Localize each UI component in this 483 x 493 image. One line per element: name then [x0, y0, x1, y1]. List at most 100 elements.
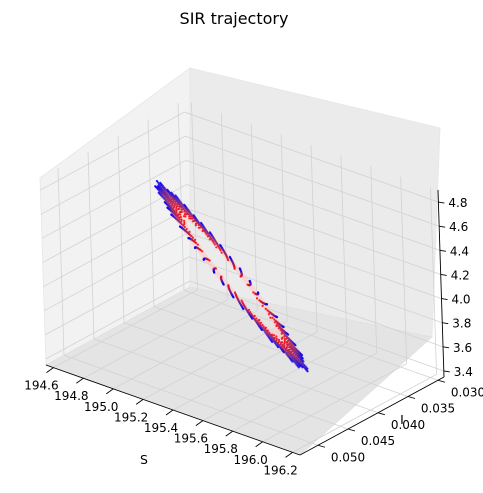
- y-axis-label: I: [400, 412, 404, 427]
- trajectory-point: [212, 241, 215, 244]
- x-grid-floor: [262, 363, 407, 443]
- trajectory-point: [179, 213, 182, 216]
- x-tick-label: 196.0: [233, 453, 267, 467]
- z-grid-left: [44, 256, 190, 336]
- x-tick-mark: [76, 377, 84, 384]
- x-tick-mark: [135, 399, 144, 405]
- trajectory-point: [282, 325, 285, 329]
- x-tick-label: 196.2: [263, 463, 297, 477]
- trajectory-point: [290, 347, 293, 350]
- trajectory-point: [294, 344, 297, 347]
- trajectory-point: [174, 194, 177, 197]
- trajectory-point: [301, 366, 304, 369]
- axis-lines: [45, 189, 450, 458]
- grid-lines: [40, 102, 444, 453]
- trajectory-point: [298, 365, 301, 368]
- z-grid-back: [188, 256, 444, 348]
- z-grid-back: [185, 159, 441, 251]
- x-grid-floor: [142, 321, 288, 400]
- trajectory-point: [288, 345, 292, 348]
- trajectory-point: [189, 217, 192, 220]
- trajectory-point: [277, 338, 281, 341]
- x-grid-floor: [53, 289, 198, 368]
- trajectory-point: [173, 203, 176, 206]
- trajectory-point: [188, 215, 191, 218]
- trajectory-point: [287, 350, 290, 354]
- z-grid-left: [41, 159, 187, 239]
- y-tick-label: 0.050: [331, 450, 365, 464]
- x-grid-floor: [202, 342, 348, 421]
- trajectory-point: [170, 213, 173, 216]
- x-grid-back: [280, 134, 288, 322]
- trajectory-point: [255, 297, 259, 300]
- x-tick-label: 195.4: [144, 421, 178, 435]
- y-grid-left: [177, 103, 185, 291]
- y-tick-label: 0.035: [421, 402, 455, 416]
- trajectory-point: [260, 328, 264, 332]
- z-grid-back: [185, 135, 440, 227]
- trajectory-point: [262, 325, 265, 328]
- trajectory-point: [166, 188, 169, 191]
- z-grid-left: [40, 135, 186, 215]
- trajectory-point: [157, 191, 160, 194]
- z-tick-mark: [441, 298, 448, 301]
- z-tick-label: 4.0: [451, 293, 470, 307]
- trajectory-point: [228, 255, 231, 258]
- y-tick-mark: [347, 428, 356, 432]
- z-grid-back: [186, 184, 441, 275]
- trajectory-point: [175, 205, 178, 208]
- trajectory-point: [281, 336, 284, 339]
- x-grid-back: [400, 176, 408, 364]
- trajectory-point: [178, 225, 181, 228]
- trajectory-point: [261, 304, 264, 307]
- z-grid-left: [44, 232, 189, 312]
- x-grid-floor: [113, 310, 258, 390]
- trajectory-point: [286, 349, 289, 352]
- trajectory-point: [281, 345, 284, 348]
- trajectory-point: [306, 367, 309, 370]
- trajectory-point: [288, 341, 291, 344]
- x-grid-back: [370, 166, 378, 354]
- y-tick-mark: [377, 412, 386, 416]
- trajectory-point: [289, 354, 292, 357]
- tick-labels: 194.6194.8195.0195.2195.4195.6195.8196.0…: [24, 196, 483, 477]
- trajectory-point: [242, 308, 245, 311]
- z-tick-mark: [440, 274, 447, 276]
- trajectory-point: [183, 203, 186, 206]
- trajectory-point: [154, 185, 157, 188]
- trajectory-point: [182, 224, 185, 227]
- z-tick-label: 4.8: [448, 196, 467, 210]
- y-tick-mark: [317, 444, 326, 448]
- trajectory-point: [175, 209, 178, 212]
- trajectory-point: [281, 343, 284, 346]
- y-grid-left: [87, 151, 95, 340]
- y-grid-floor: [183, 289, 439, 381]
- trajectory-point: [219, 244, 222, 247]
- trajectory-point: [155, 179, 158, 183]
- trajectory-point: [300, 354, 304, 357]
- trajectory-point: [183, 226, 186, 229]
- z-grid-back: [188, 232, 443, 324]
- y-grid-left: [147, 119, 155, 307]
- x-axis-label: S: [140, 452, 148, 467]
- x-grid-back: [191, 102, 198, 290]
- trajectory-point: [182, 215, 186, 218]
- trajectory-point: [275, 337, 278, 340]
- trajectory-point: [267, 313, 270, 316]
- trajectory-point: [191, 236, 194, 239]
- z-grid-back: [187, 208, 442, 299]
- y-tick-mark: [437, 379, 446, 383]
- trajectory-point: [200, 221, 203, 224]
- trajectory-point: [180, 218, 183, 221]
- trajectory-point: [302, 360, 305, 363]
- trajectory-point: [275, 316, 279, 319]
- x-tick-mark: [105, 388, 114, 395]
- trajectory-point: [169, 198, 172, 201]
- trajectory-point: [163, 201, 166, 204]
- trajectory-point: [285, 341, 288, 344]
- x-grid-back: [220, 113, 228, 301]
- trajectory-point: [273, 318, 276, 321]
- y-tick-label: 0.045: [361, 434, 395, 448]
- x-tick-mark: [46, 367, 54, 374]
